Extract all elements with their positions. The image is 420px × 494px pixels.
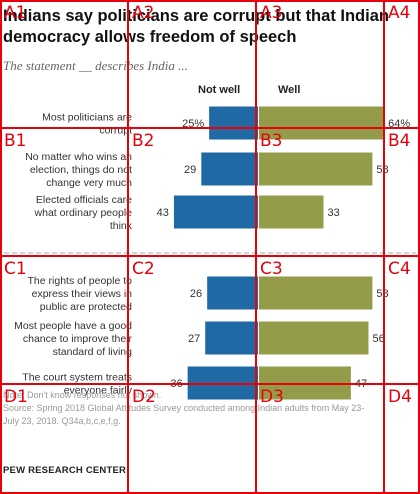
grid-cell-label-b4: B4 <box>388 131 411 151</box>
grid-cell-label-c1: C1 <box>4 259 27 279</box>
grid-cell-label-c2: C2 <box>132 259 155 279</box>
data-label-not-well-3: 43 <box>157 207 169 219</box>
chart-subtitle: The statement __ describes India ... <box>3 58 188 73</box>
grid-line-vertical-1 <box>0 0 2 494</box>
data-label-well-3: 33 <box>328 207 340 219</box>
category-label-6: The court system treats everyone fairly <box>22 372 132 397</box>
grid-cell-label-d3: D3 <box>260 387 284 407</box>
data-label-not-well-5: 27 <box>188 333 200 345</box>
bar-not-well-2 <box>201 152 258 186</box>
category-label-1: Most politicians are corrupt <box>42 112 132 137</box>
data-label-well-4: 58 <box>376 288 388 300</box>
grid-cell-label-a2: A2 <box>132 3 155 23</box>
grid-line-horizontal-4 <box>0 383 420 385</box>
bar-not-well-4 <box>207 276 258 310</box>
grid-cell-label-b3: B3 <box>260 131 283 151</box>
category-label-4: The rights of people to express their vie… <box>28 275 133 313</box>
data-label-not-well-4: 26 <box>190 288 202 300</box>
grid-line-horizontal-2 <box>0 127 420 129</box>
grid-cell-label-a4: A4 <box>388 3 411 23</box>
not-well-column-header: Not well <box>198 84 241 96</box>
grid-line-horizontal-bottom <box>0 492 420 494</box>
note-text: Note: Don't know responses not shown. <box>3 390 162 400</box>
bar-well-5 <box>259 321 369 355</box>
bar-well-4 <box>259 276 373 310</box>
chart-title: Indians say politicians are corrupt but … <box>3 7 389 46</box>
data-label-well-5: 56 <box>372 333 384 345</box>
grid-line-horizontal-1 <box>0 0 420 2</box>
grid-cell-label-a3: A3 <box>260 3 283 23</box>
grid-line-vertical-3 <box>255 0 257 494</box>
grid-line-vertical-4 <box>383 0 385 494</box>
grid-line-vertical-right <box>418 0 420 494</box>
grid-cell-label-c3: C3 <box>260 259 283 279</box>
grid-cell-label-b2: B2 <box>132 131 155 151</box>
category-label-2: No matter who wins an election, things do… <box>25 151 132 189</box>
grid-cell-label-d1: D1 <box>4 387 28 407</box>
data-label-not-well-2: 29 <box>184 164 196 176</box>
grid-line-horizontal-3 <box>0 255 420 257</box>
bar-not-well-3 <box>173 195 258 229</box>
category-label-3: Elected officials care what ordinary peop… <box>34 194 133 232</box>
pew-research-center-logo: PEW RESEARCH CENTER <box>3 465 127 476</box>
grid-cell-label-c4: C4 <box>388 259 411 279</box>
bar-not-well-1 <box>209 106 258 140</box>
source-text-line-1: Source: Spring 2018 Global Attitudes Sur… <box>3 403 365 413</box>
category-label-5: Most people have a good chance to improve… <box>14 320 132 358</box>
grid-cell-label-a1: A1 <box>4 3 27 23</box>
grid-cell-label-d4: D4 <box>388 387 412 407</box>
bar-well-3 <box>259 195 324 229</box>
grid-cell-label-d2: D2 <box>132 387 156 407</box>
diverging-bar-chart: 25%64%Most politicians arecorrupt2958No … <box>4 98 416 408</box>
bar-well-1 <box>259 106 385 140</box>
data-label-well-2: 58 <box>376 164 388 176</box>
bar-well-2 <box>259 152 373 186</box>
grid-cell-label-b1: B1 <box>4 131 27 151</box>
source-text-line-2: July 23, 2018. Q34a,b,c,e,f,g. <box>3 416 121 426</box>
grid-line-vertical-2 <box>127 0 129 494</box>
bar-not-well-5 <box>205 321 258 355</box>
well-column-header: Well <box>278 84 301 96</box>
